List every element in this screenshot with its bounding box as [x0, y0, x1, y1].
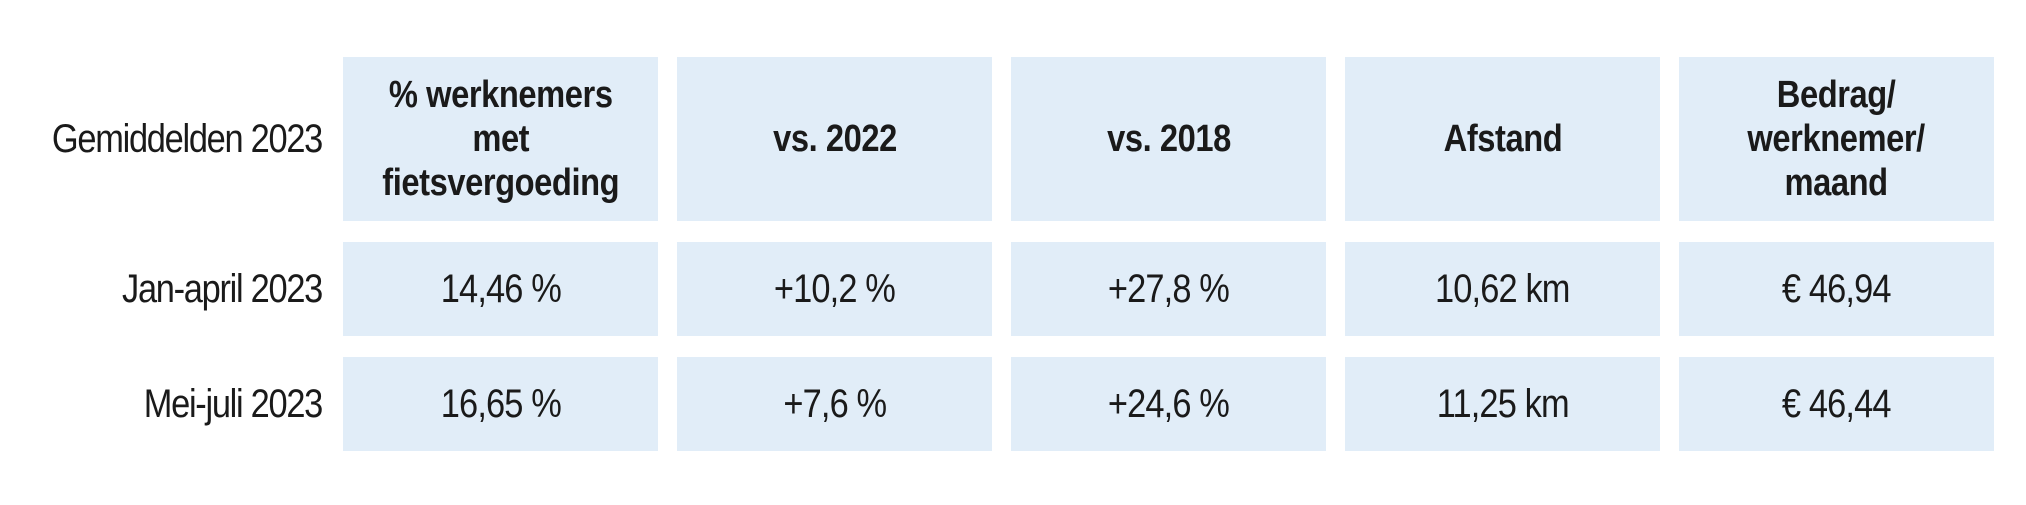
table-cell: 14,46 %: [343, 242, 658, 336]
table-cell: € 46,94: [1679, 242, 1994, 336]
header-line: % werknemers: [388, 74, 613, 116]
column-header-vs-2018: vs. 2018: [1011, 57, 1326, 221]
column-header-percent-employees: % werknemers met fietsvergoeding: [343, 57, 658, 221]
header-line: maand: [1784, 162, 1889, 204]
column-header-amount: Bedrag/ werknemer/ maand: [1679, 57, 1994, 221]
table-cell: € 46,44: [1679, 357, 1994, 451]
table-cell: +27,8 %: [1011, 242, 1326, 336]
row-label-jan-april: Jan-april 2023: [122, 266, 323, 311]
table-cell: +10,2 %: [677, 242, 992, 336]
table-cell: +7,6 %: [677, 357, 992, 451]
header-line: met: [472, 118, 529, 160]
table-cell: 16,65 %: [343, 357, 658, 451]
corner-label: Gemiddelden 2023: [51, 116, 323, 161]
header-line: fietsvergoeding: [382, 162, 619, 204]
column-header-vs-2022: vs. 2022: [677, 57, 992, 221]
header-line: Bedrag/: [1777, 74, 1896, 116]
table-cell: +24,6 %: [1011, 357, 1326, 451]
row-label-mei-juli: Mei-juli 2023: [143, 381, 324, 426]
table-cell: 10,62 km: [1345, 242, 1660, 336]
table-cell: 11,25 km: [1345, 357, 1660, 451]
column-header-distance: Afstand: [1345, 57, 1660, 221]
header-line: werknemer/: [1747, 118, 1926, 160]
